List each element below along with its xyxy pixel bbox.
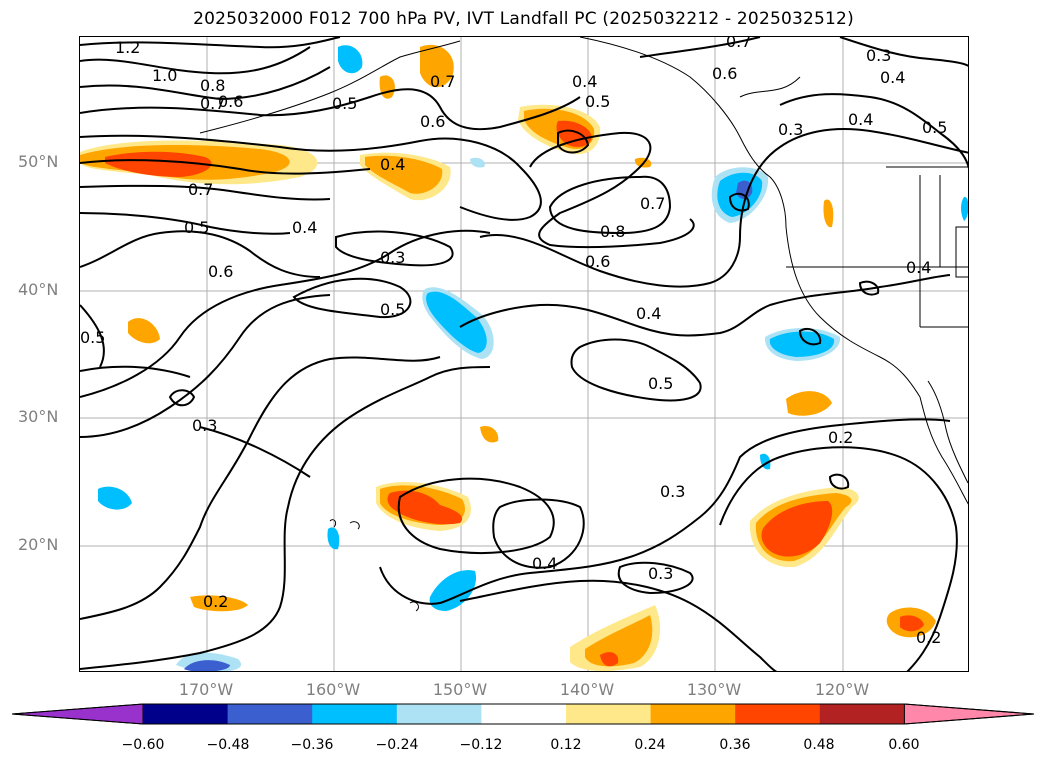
map-panel[interactable]: 1.2 1.0 0.8 0.7 0.6 0.7 0.5 0.6 0.4 0.3 … [79,36,969,672]
lat-label-50: 50°N [18,152,59,171]
contour-label: 0.3 [778,120,803,139]
contour-label: 1.2 [115,38,140,57]
colorbar-arrow-left [12,703,144,725]
contour-label: 0.4 [880,68,905,87]
colorbar-arrow-right [903,703,1035,725]
colorbar-segment [481,704,567,724]
contour-label: 0.6 [420,112,445,131]
colorbar-tick-label: −0.24 [375,737,419,753]
contour-label: 0.8 [600,222,625,241]
contour-label: 0.2 [828,428,853,447]
contour-label: 0.4 [906,258,931,277]
colorbar-tick-label: −0.48 [206,737,250,753]
contour-label: 0.7 [640,194,665,213]
contour-label: 0.5 [585,92,610,111]
lon-label-160w: 160°W [305,680,361,699]
lon-label-170w: 170°W [178,680,234,699]
contour-label: 0.2 [203,592,228,611]
colorbar-outline [12,703,1035,725]
colorbar-segment [143,704,229,724]
contour-label: 0.3 [866,46,891,65]
contour-label: 0.5 [80,328,105,347]
lon-label-120w: 120°W [814,680,870,699]
contour-label: 0.8 [200,76,225,95]
contour-label: 0.5 [922,118,947,137]
contour-label: 0.7 [726,37,751,51]
contour-label: 0.3 [660,482,685,501]
colorbar-tick-label: 0.24 [634,737,666,753]
contour-label: 0.4 [532,554,557,573]
colorbar-segment [650,704,736,724]
colorbar [12,703,1035,725]
contour-label: 0.3 [380,248,405,267]
contour-label: 0.4 [636,304,661,323]
colorbar-tick-label: 0.60 [888,737,920,753]
gridlines [80,37,968,671]
contour-label: 0.5 [648,374,673,393]
colorbar-tick-label: −0.12 [459,737,503,753]
colorbar-tick-label: −0.60 [121,737,165,753]
pv-contours [80,37,968,671]
contour-label: 0.6 [218,92,243,111]
coastlines [199,37,968,612]
contour-label: 0.7 [200,94,225,113]
contour-label: 0.2 [916,628,941,647]
lat-label-40: 40°N [18,280,59,299]
contour-label: 0.3 [648,564,673,583]
colorbar-tick-label: −0.36 [290,737,334,753]
contour-label: 0.6 [208,262,233,281]
contour-label: 0.5 [332,94,357,113]
lon-label-150w: 150°W [432,680,488,699]
contour-label: 0.3 [192,416,217,435]
contour-label: 0.4 [380,155,405,174]
contour-label: 0.4 [292,218,317,237]
contour-labels: 1.2 1.0 0.8 0.7 0.6 0.7 0.5 0.6 0.4 0.3 … [80,37,947,647]
map-title: 2025032000 F012 700 hPa PV, IVT Landfall… [193,9,854,29]
colorbar-tick-label: 0.48 [803,737,835,753]
contour-label: 0.4 [572,72,597,91]
contour-label: 0.6 [585,252,610,271]
colorbar-segment [227,704,313,724]
colorbar-segment [312,704,398,724]
contour-label: 0.6 [712,64,737,83]
map-canvas: 1.2 1.0 0.8 0.7 0.6 0.7 0.5 0.6 0.4 0.3 … [80,37,968,671]
colorbar-tick-label: 0.12 [550,737,582,753]
contour-label: 0.7 [188,180,213,199]
lon-label-130w: 130°W [686,680,742,699]
contour-label: 1.0 [152,66,177,85]
contour-label: 0.4 [848,110,873,129]
colorbar-tick-label: 0.36 [719,737,751,753]
colorbar-segment [566,704,652,724]
pv-shading [80,44,968,671]
lon-label-140w: 140°W [559,680,615,699]
lat-label-30: 30°N [18,407,59,426]
contour-label: 0.5 [380,300,405,319]
colorbar-segment [735,704,821,724]
lat-label-20: 20°N [18,535,59,554]
colorbar-segment [396,704,482,724]
contour-label: 0.7 [430,72,455,91]
colorbar-segments [12,703,1035,725]
contour-label: 0.5 [184,218,209,237]
colorbar-segment [819,704,905,724]
